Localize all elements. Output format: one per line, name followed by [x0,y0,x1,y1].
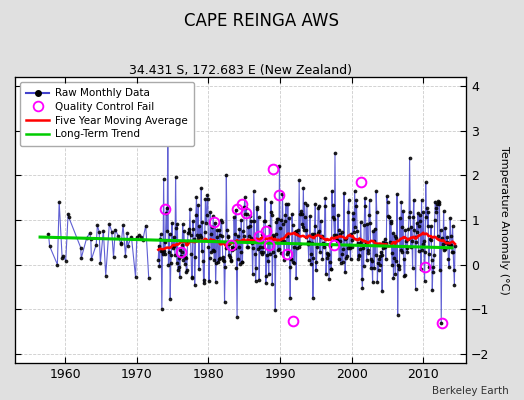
Title: 34.431 S, 172.683 E (New Zealand): 34.431 S, 172.683 E (New Zealand) [129,64,352,77]
Text: CAPE REINGA AWS: CAPE REINGA AWS [184,12,340,30]
Y-axis label: Temperature Anomaly (°C): Temperature Anomaly (°C) [499,146,509,294]
Legend: Raw Monthly Data, Quality Control Fail, Five Year Moving Average, Long-Term Tren: Raw Monthly Data, Quality Control Fail, … [20,82,193,146]
Text: Berkeley Earth: Berkeley Earth [432,386,508,396]
